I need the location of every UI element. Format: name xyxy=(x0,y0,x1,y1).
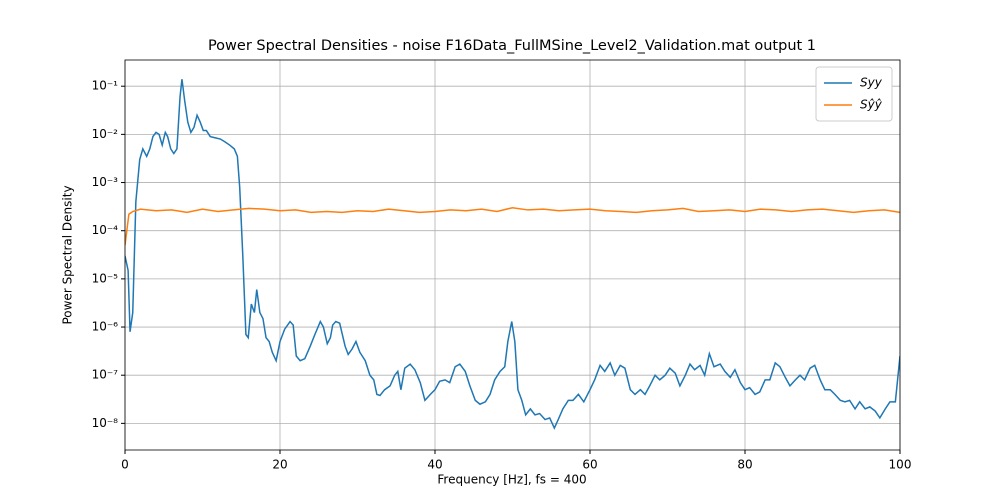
x-tick-label: 0 xyxy=(121,458,129,472)
y-tick-label: 10⁻⁸ xyxy=(92,416,119,430)
y-axis-label: Power Spectral Density xyxy=(61,185,75,324)
y-tick-label: 10⁻³ xyxy=(92,175,119,189)
legend-label: Sŷŷ xyxy=(860,98,883,112)
x-tick-label: 20 xyxy=(272,458,287,472)
axes-frame xyxy=(124,59,901,451)
x-tick-label: 60 xyxy=(582,458,597,472)
y-tick-label: 10⁻⁵ xyxy=(92,271,119,285)
chart-title: Power Spectral Densities - noise F16Data… xyxy=(208,38,816,54)
y-tick-label: 10⁻⁴ xyxy=(92,223,119,237)
series-line xyxy=(125,206,900,246)
y-tick-label: 10⁻⁷ xyxy=(92,368,119,382)
x-tick-label: 100 xyxy=(889,458,912,472)
legend-box xyxy=(815,66,893,122)
y-tick-label: 10⁻² xyxy=(92,127,119,141)
y-tick-label: 10⁻⁶ xyxy=(92,320,119,334)
x-tick-label: 80 xyxy=(737,458,752,472)
y-tick-label: 10⁻¹ xyxy=(92,79,119,93)
series-line xyxy=(125,79,900,430)
legend-label: Syy xyxy=(860,76,883,90)
x-axis-label: Frequency [Hz], fs = 400 xyxy=(437,473,586,487)
x-tick-label: 40 xyxy=(427,458,442,472)
